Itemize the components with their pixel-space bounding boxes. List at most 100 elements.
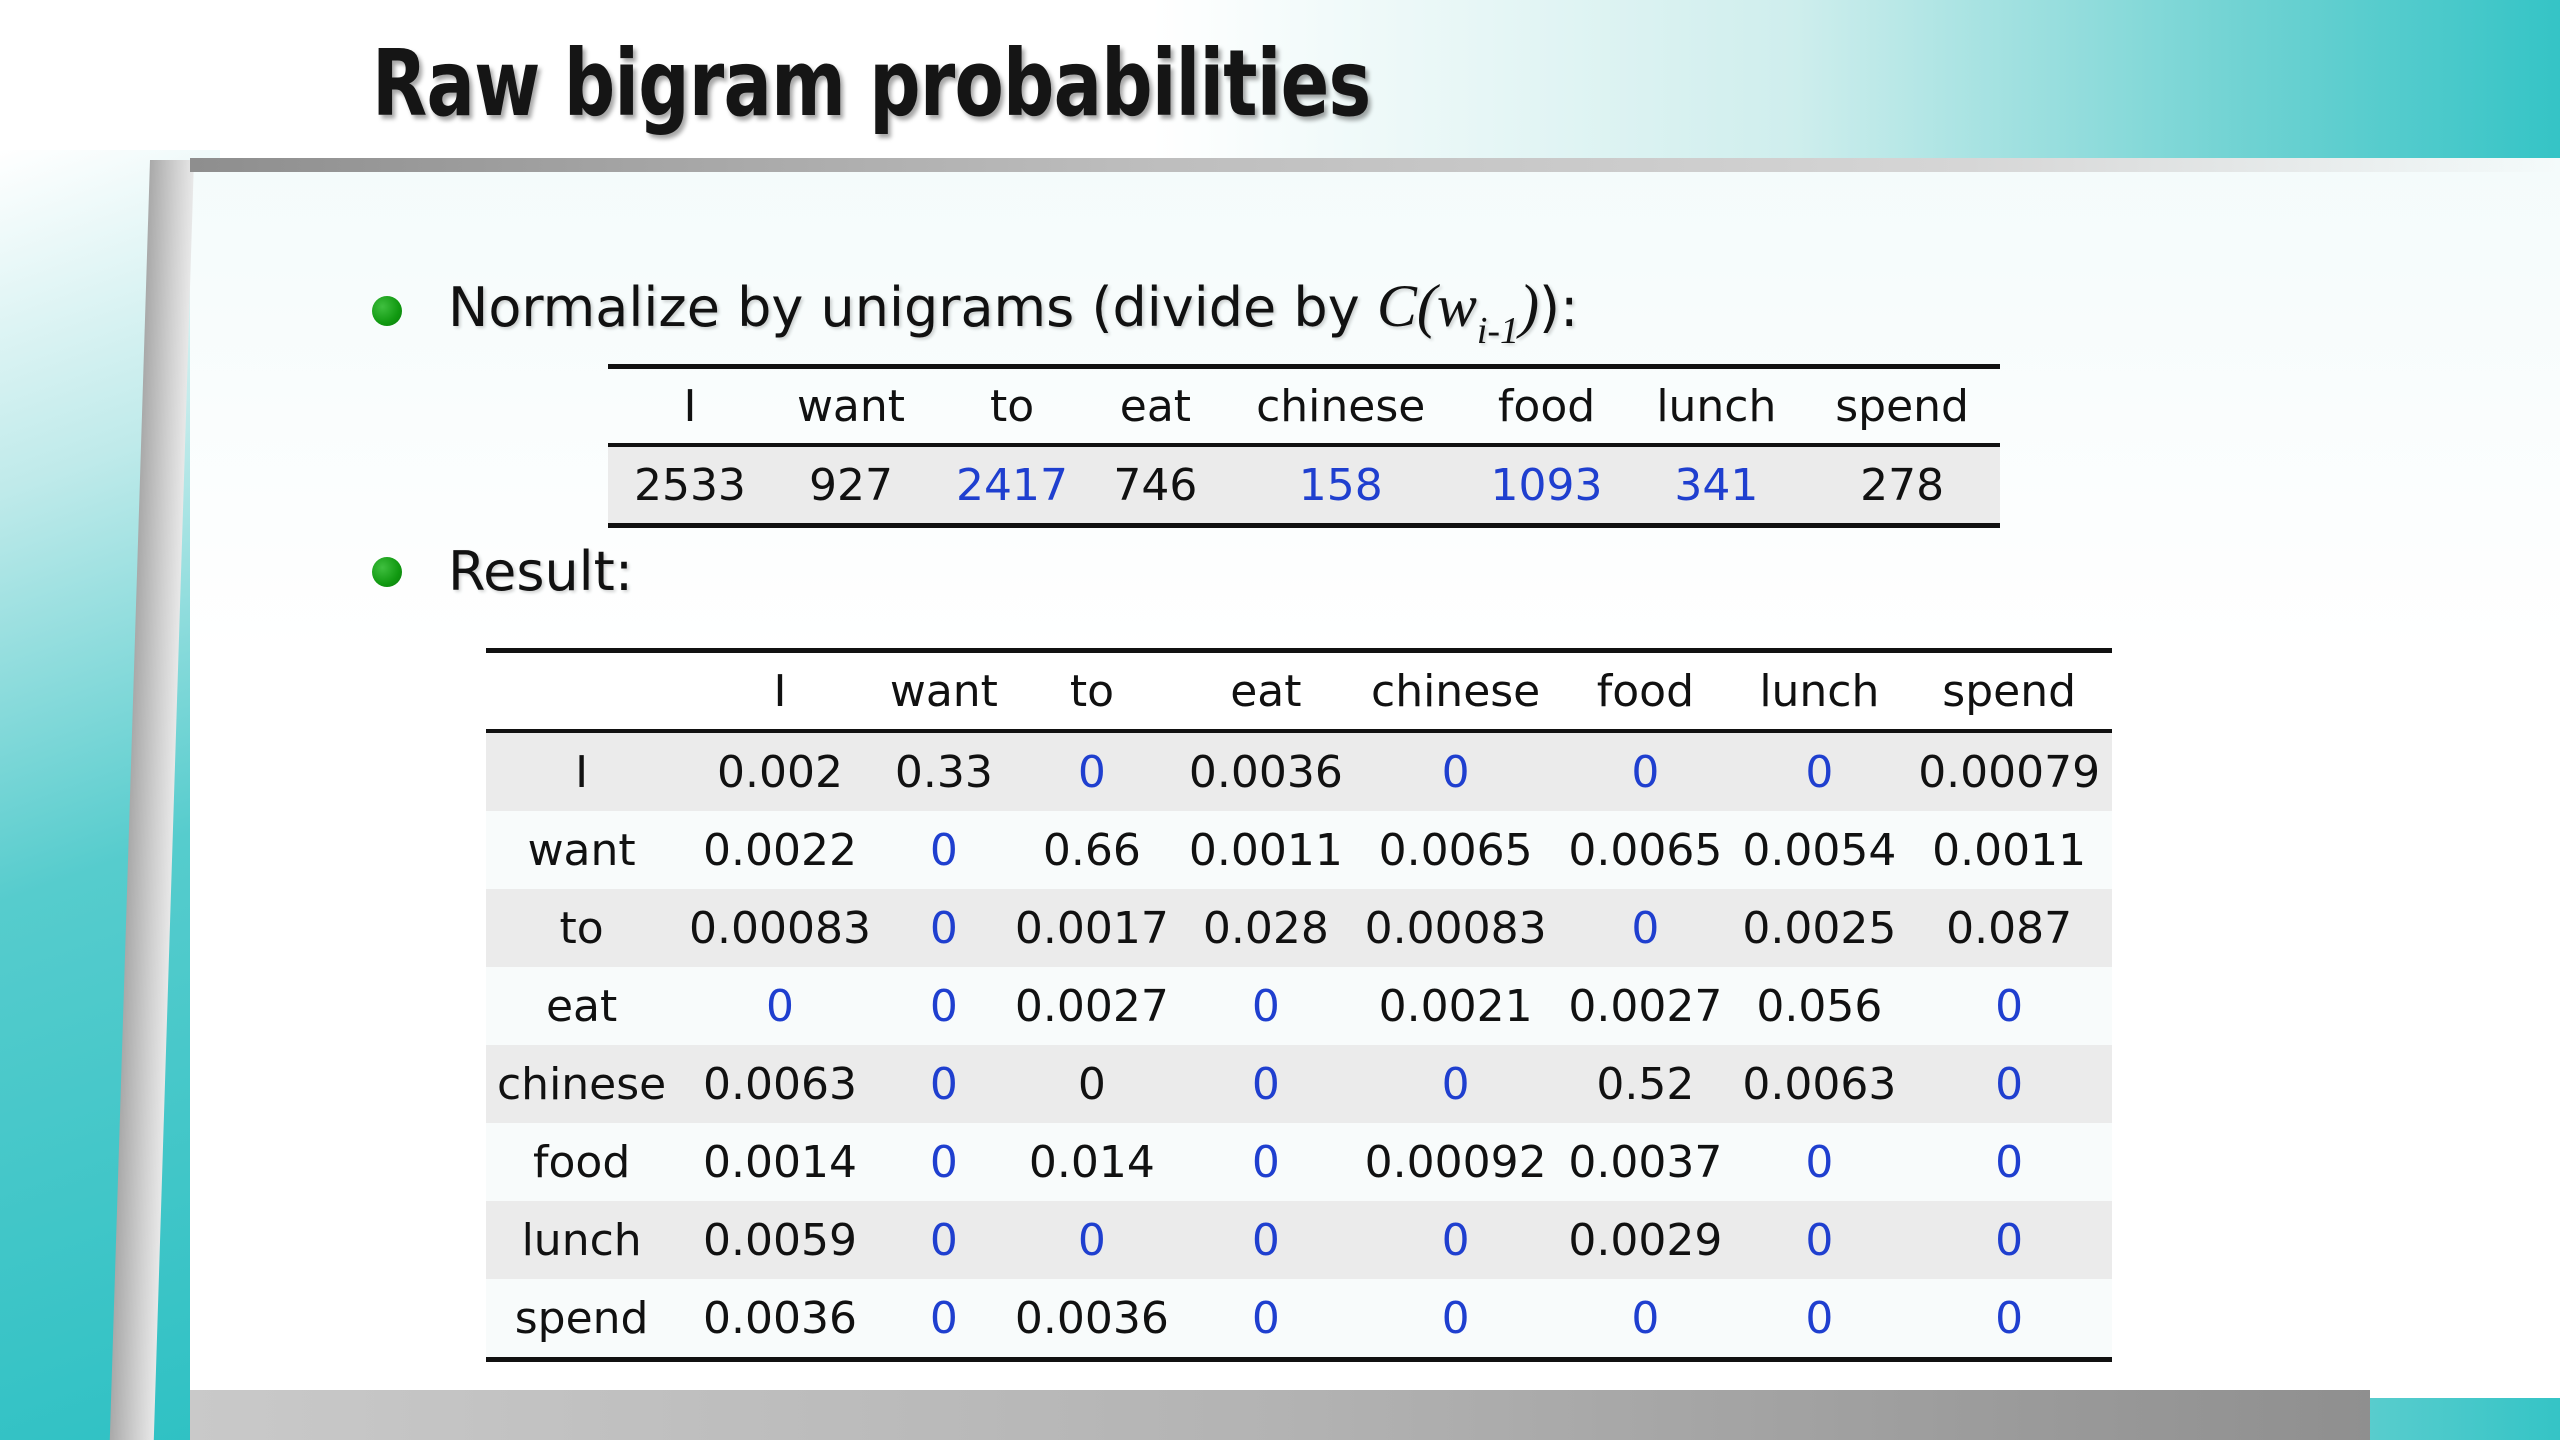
probability-cell: 0.00092 — [1352, 1123, 1559, 1201]
probability-cell: 0 — [1178, 1123, 1353, 1201]
result-corner-cell — [486, 650, 678, 733]
probability-cell: 0.52 — [1558, 1045, 1733, 1123]
table-row: I 0.002 0.33 0 0.0036 0 0 0 0.00079 — [486, 731, 2112, 811]
table-row: lunch 0.0059 0 0 0 0 0.0029 0 0 — [486, 1201, 2112, 1279]
probability-cell: 0 — [882, 1279, 1005, 1360]
bullet-normalize-label: Normalize by unigrams (divide by — [448, 276, 1377, 339]
result-header-cell: spend — [1906, 650, 2112, 733]
probability-cell: 0.00083 — [1352, 889, 1559, 967]
probability-cell: 0 — [1906, 1123, 2112, 1201]
probability-cell: 0 — [1004, 1045, 1179, 1123]
probability-cell: 0.014 — [1004, 1123, 1179, 1201]
result-table-body: I 0.002 0.33 0 0.0036 0 0 0 0.00079 want 0.0022 0 0.… — [486, 731, 2112, 1360]
probability-cell: 0.0063 — [677, 1045, 883, 1123]
probability-cell: 0.0065 — [1558, 811, 1733, 889]
probability-cell: 0 — [1732, 1201, 1907, 1279]
probability-cell: 0.0021 — [1352, 967, 1559, 1045]
probability-cell: 0.0036 — [677, 1279, 883, 1360]
probability-cell: 0 — [882, 889, 1005, 967]
row-label-cell: spend — [486, 1279, 678, 1360]
probability-cell: 0 — [882, 967, 1005, 1045]
row-label-cell: to — [486, 889, 678, 967]
row-label-cell: lunch — [486, 1201, 678, 1279]
result-header-cell: to — [1004, 650, 1179, 733]
unigram-header-cell: eat — [1093, 366, 1217, 447]
result-header-cell: food — [1558, 650, 1733, 733]
unigram-count-cell: 746 — [1093, 445, 1217, 526]
unigram-header-cell: I — [608, 366, 772, 447]
probability-cell: 0.0022 — [677, 811, 883, 889]
bullet-result: Result: — [372, 540, 633, 603]
unigram-header-cell: spend — [1804, 366, 2000, 447]
bullet-result-text: Result: — [448, 540, 634, 603]
probability-cell: 0 — [882, 811, 1005, 889]
bullet-normalize-text: Normalize by unigrams (divide by C(wi-1)… — [448, 272, 1579, 352]
probability-cell: 0.0036 — [1004, 1279, 1179, 1360]
probability-cell: 0.0037 — [1558, 1123, 1733, 1201]
row-label-cell: food — [486, 1123, 678, 1201]
unigram-count-cell: 278 — [1804, 445, 2000, 526]
probability-cell: 0 — [1178, 1045, 1353, 1123]
probability-cell: 0 — [882, 1045, 1005, 1123]
table-row: want 0.0022 0 0.66 0.0011 0.0065 0.0065 0.0054 0… — [486, 811, 2112, 889]
probability-cell: 0.0029 — [1558, 1201, 1733, 1279]
bullet-normalize: Normalize by unigrams (divide by C(wi-1)… — [372, 272, 1579, 352]
probability-cell: 0 — [1352, 1045, 1559, 1123]
unigram-header-cell: lunch — [1628, 366, 1805, 447]
math-function: C( — [1376, 273, 1437, 339]
probability-cell: 0.0027 — [1004, 967, 1179, 1045]
probability-cell: 0.056 — [1732, 967, 1907, 1045]
probability-cell: 0 — [1352, 1201, 1559, 1279]
probability-cell: 0 — [1732, 731, 1907, 811]
probability-cell: 0.0054 — [1732, 811, 1907, 889]
probability-cell: 0 — [1178, 1279, 1353, 1360]
probability-cell: 0.0014 — [677, 1123, 883, 1201]
unigram-count-cell: 927 — [771, 445, 931, 526]
probability-cell: 0.028 — [1178, 889, 1353, 967]
probability-cell: 0.0011 — [1178, 811, 1353, 889]
panel-top-bevel — [190, 158, 2560, 172]
unigram-header-row: I want to eat chinese food lunch spend — [608, 366, 2000, 447]
math-expression: C(wi-1) — [1376, 273, 1540, 352]
probability-cell: 0.00083 — [677, 889, 883, 967]
unigram-header-cell: food — [1464, 366, 1629, 447]
result-header-cell: lunch — [1732, 650, 1907, 733]
bullet-dot-icon — [372, 295, 402, 326]
probability-cell: 0 — [1352, 1279, 1559, 1360]
probability-cell: 0 — [1558, 889, 1733, 967]
math-subscript: i-1 — [1476, 310, 1520, 352]
result-header-cell: I — [677, 650, 883, 733]
probability-cell: 0 — [1906, 1279, 2112, 1360]
math-variable: w — [1436, 273, 1477, 339]
probability-cell: 0.0017 — [1004, 889, 1179, 967]
probability-cell: 0 — [677, 967, 883, 1045]
result-header-cell: eat — [1178, 650, 1353, 733]
row-label-cell: I — [486, 731, 678, 811]
probability-cell: 0.00079 — [1906, 731, 2112, 811]
probability-cell: 0 — [1178, 967, 1353, 1045]
table-row: eat 0 0 0.0027 0 0.0021 0.0027 0.056 0 — [486, 967, 2112, 1045]
unigram-value-row: 2533 927 2417 746 158 1093 341 278 — [608, 445, 2000, 526]
probability-cell: 0.0036 — [1178, 731, 1353, 811]
probability-cell: 0 — [1906, 1201, 2112, 1279]
bullet-normalize-suffix: ): — [1539, 276, 1579, 339]
probability-cell: 0.002 — [677, 731, 883, 811]
table-row: to 0.00083 0 0.0017 0.028 0.00083 0 0.0025 0.087 — [486, 889, 2112, 967]
unigram-count-cell: 1093 — [1464, 445, 1629, 526]
probability-cell: 0.33 — [882, 731, 1005, 811]
probability-cell: 0 — [1732, 1123, 1907, 1201]
table-row: spend 0.0036 0 0.0036 0 0 0 0 0 — [486, 1279, 2112, 1360]
probability-cell: 0.66 — [1004, 811, 1179, 889]
bullet-dot-icon — [372, 556, 402, 587]
probability-cell: 0 — [882, 1201, 1005, 1279]
unigram-header-cell: to — [930, 366, 1094, 447]
unigram-header-cell: chinese — [1216, 366, 1465, 447]
unigram-count-cell: 2533 — [608, 445, 772, 526]
table-row: food 0.0014 0 0.014 0 0.00092 0.0037 0 0 — [486, 1123, 2112, 1201]
probability-cell: 0.0011 — [1906, 811, 2112, 889]
probability-cell: 0.0065 — [1352, 811, 1559, 889]
probability-cell: 0.0027 — [1558, 967, 1733, 1045]
math-close-paren: ) — [1519, 273, 1540, 339]
probability-cell: 0.0059 — [677, 1201, 883, 1279]
